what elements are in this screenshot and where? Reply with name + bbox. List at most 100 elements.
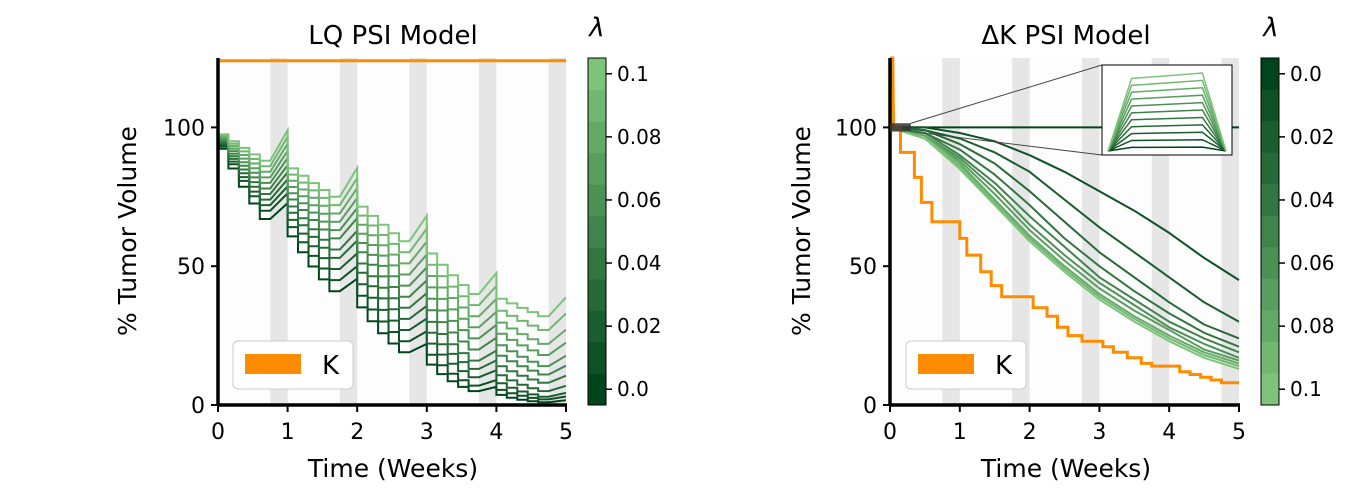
colorbar-tick-label: 0.0 xyxy=(1290,62,1322,86)
series-line xyxy=(217,127,567,384)
zoom-connector xyxy=(910,131,1103,156)
colorbar-tick-label: 0.02 xyxy=(1290,125,1335,149)
colorbar-tick-label: 0.04 xyxy=(1290,188,1335,212)
inset-series-line xyxy=(1107,79,1227,152)
zoom-inset xyxy=(890,64,1233,156)
inset-series-line xyxy=(1107,138,1227,152)
inset-series-line xyxy=(1107,87,1227,152)
colorbar-segment xyxy=(1261,121,1279,154)
colorbar-segment xyxy=(588,89,606,122)
legend: K xyxy=(232,340,354,390)
colorbar-segment xyxy=(588,58,606,91)
y-tick-label: 50 xyxy=(177,255,205,280)
colorbar-segment xyxy=(1261,152,1279,185)
colorbar-segment xyxy=(1261,215,1279,248)
y-tick-label: 50 xyxy=(849,255,877,280)
colorbar-label: λ xyxy=(587,13,604,43)
inset-series-line xyxy=(1107,94,1227,152)
series-line xyxy=(217,127,567,345)
series-line xyxy=(217,127,567,331)
inset-series-line xyxy=(1107,124,1227,152)
series-line xyxy=(889,126,1240,354)
colorbar-tick-label: 0.0 xyxy=(617,377,649,401)
series-lines xyxy=(217,59,567,404)
colorbar-segment xyxy=(588,184,606,217)
weekend-band xyxy=(942,58,960,405)
legend-label: K xyxy=(995,351,1013,381)
colorbar: 0.0 0.02 0.04 0.06 0.08 0.1 xyxy=(1260,57,1335,406)
series-line xyxy=(217,127,567,404)
series-line xyxy=(889,126,1240,362)
x-tick-label: 5 xyxy=(1232,420,1246,445)
inset-series-line xyxy=(1107,146,1227,152)
inset-series-line xyxy=(1107,101,1227,152)
colorbar-tick-label: 0.1 xyxy=(1290,377,1322,401)
zoom-region xyxy=(890,123,911,132)
x-tick-label: 3 xyxy=(420,420,434,445)
colorbar-segment xyxy=(588,341,606,374)
series-line xyxy=(217,127,567,356)
colorbar-segment xyxy=(588,121,606,154)
x-axis-label: Time (Weeks) xyxy=(307,454,478,483)
x-tick-label: 2 xyxy=(1023,420,1037,445)
series-line xyxy=(217,127,567,393)
series-line xyxy=(889,126,1240,359)
series-line xyxy=(217,127,567,376)
colorbar-segment xyxy=(1261,310,1279,343)
inset-series-line xyxy=(1107,131,1227,152)
colorbar-segment xyxy=(588,152,606,185)
x-tick-label: 2 xyxy=(350,420,364,445)
colorbar-segment xyxy=(1261,89,1279,122)
x-tick-label: 3 xyxy=(1092,420,1106,445)
weekend-band xyxy=(479,58,497,405)
weekend-band xyxy=(339,58,358,405)
y-tick-label: 0 xyxy=(863,394,877,419)
k-step-line xyxy=(890,56,1239,385)
x-axis-label: Time (Weeks) xyxy=(980,454,1151,483)
series-line xyxy=(889,126,1240,370)
colorbar-tick-label: 0.02 xyxy=(617,314,662,338)
series-line xyxy=(890,126,1240,281)
chart-title: ΔK PSI Model xyxy=(981,21,1150,51)
colorbar-label: λ xyxy=(1261,13,1278,43)
colorbar-segment xyxy=(1261,373,1279,406)
legend-swatch xyxy=(918,354,974,374)
x-tick-label: 0 xyxy=(211,420,225,445)
series-line xyxy=(889,126,1240,340)
series-line xyxy=(889,126,1240,348)
colorbar-segment xyxy=(1261,278,1279,311)
colorbar-frame xyxy=(587,57,607,406)
zoom-connector xyxy=(910,64,1103,124)
series-line xyxy=(889,126,1240,368)
colorbar-segment xyxy=(1261,247,1279,280)
colorbar-tick-label: 0.08 xyxy=(617,125,662,149)
series-line xyxy=(889,126,1240,365)
colorbar-segment xyxy=(1261,341,1279,374)
y-axis-label: % Tumor Volume xyxy=(113,126,142,336)
legend: K xyxy=(905,340,1027,390)
colorbar-segment xyxy=(588,247,606,280)
x-tick-label: 4 xyxy=(489,420,503,445)
x-tick-label: 0 xyxy=(883,420,897,445)
x-tick-label: 1 xyxy=(281,420,295,445)
inset-series-line xyxy=(1107,109,1227,152)
y-axis-label: % Tumor Volume xyxy=(787,126,816,336)
series-line xyxy=(217,127,567,398)
inset-series-line xyxy=(1107,72,1227,152)
colorbar-frame xyxy=(1260,57,1280,406)
colorbar-segment xyxy=(588,278,606,311)
series-line xyxy=(217,127,567,401)
series-line xyxy=(217,126,567,318)
colorbar-tick-label: 0.04 xyxy=(617,251,662,275)
series-line xyxy=(217,127,567,368)
colorbar-tick-label: 0.1 xyxy=(617,62,649,86)
x-tick-label: 1 xyxy=(953,420,967,445)
weekend-band xyxy=(409,58,427,405)
inset-series-line xyxy=(1107,116,1227,152)
legend-swatch xyxy=(245,354,301,374)
